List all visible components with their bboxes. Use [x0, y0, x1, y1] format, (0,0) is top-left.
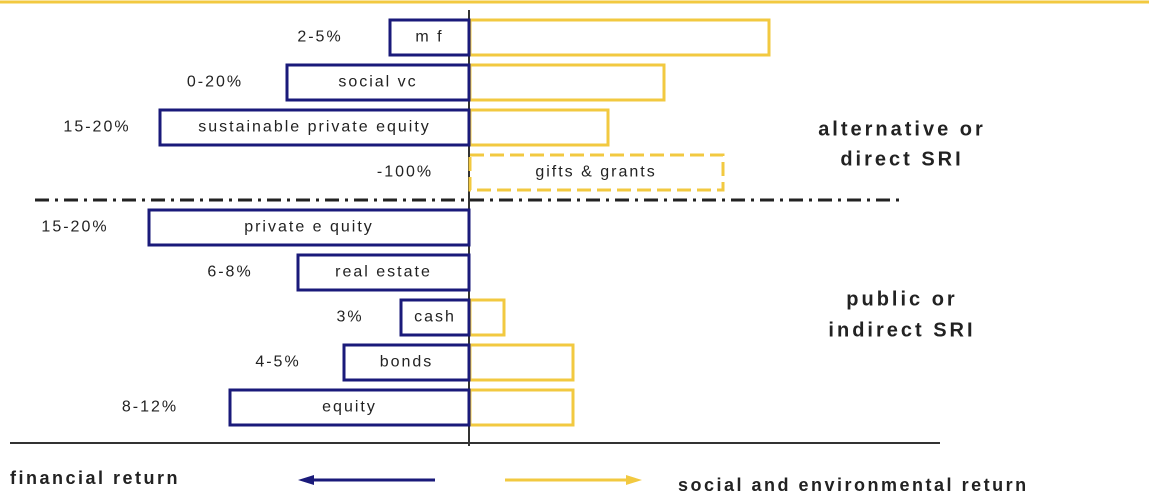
social-bar: [468, 108, 610, 147]
return-label: 8-12%: [122, 399, 178, 416]
row-label: cash: [414, 309, 456, 326]
financial-bar: [285, 63, 471, 102]
row-label: private e quity: [244, 219, 374, 236]
group-label: public or: [846, 288, 957, 310]
group-label: alternative or: [818, 118, 986, 140]
financial-bar: [399, 298, 471, 337]
financial-bar: [158, 108, 471, 147]
social-bar: [468, 18, 771, 57]
return-label: 6-8%: [207, 264, 252, 281]
financial-bar: [296, 253, 471, 292]
row-label: equity: [322, 399, 377, 416]
row-label: gifts & grants: [535, 164, 656, 181]
social-bar: [468, 298, 506, 337]
return-label: 0-20%: [187, 74, 243, 91]
return-label: 3%: [336, 309, 363, 326]
return-label: 4-5%: [255, 354, 300, 371]
arrow-left-head: [298, 475, 314, 485]
group-label: indirect SRI: [828, 319, 975, 341]
row-label: real estate: [335, 264, 432, 281]
financial-bar: [228, 388, 471, 427]
footer-right: social and environmental return: [678, 475, 1029, 495]
return-label: 15-20%: [63, 119, 130, 136]
social-bar: [468, 388, 575, 427]
financial-bar: [147, 208, 471, 247]
return-label: 2-5%: [297, 29, 342, 46]
row-label: social vc: [338, 74, 417, 91]
row-label: bonds: [380, 354, 434, 371]
return-label: 15-20%: [41, 219, 108, 236]
row-label: sustainable private equity: [198, 119, 431, 136]
social-bar: [468, 63, 666, 102]
arrow-right-head: [626, 475, 642, 485]
return-label: -100%: [377, 164, 433, 181]
group-label: direct SRI: [840, 148, 963, 170]
row-label: m f: [415, 29, 443, 46]
financial-bar: [342, 343, 471, 382]
social-bar: [468, 343, 575, 382]
social-bar: [468, 153, 725, 192]
footer-left: financial return: [10, 468, 180, 488]
financial-bar: [388, 18, 471, 57]
